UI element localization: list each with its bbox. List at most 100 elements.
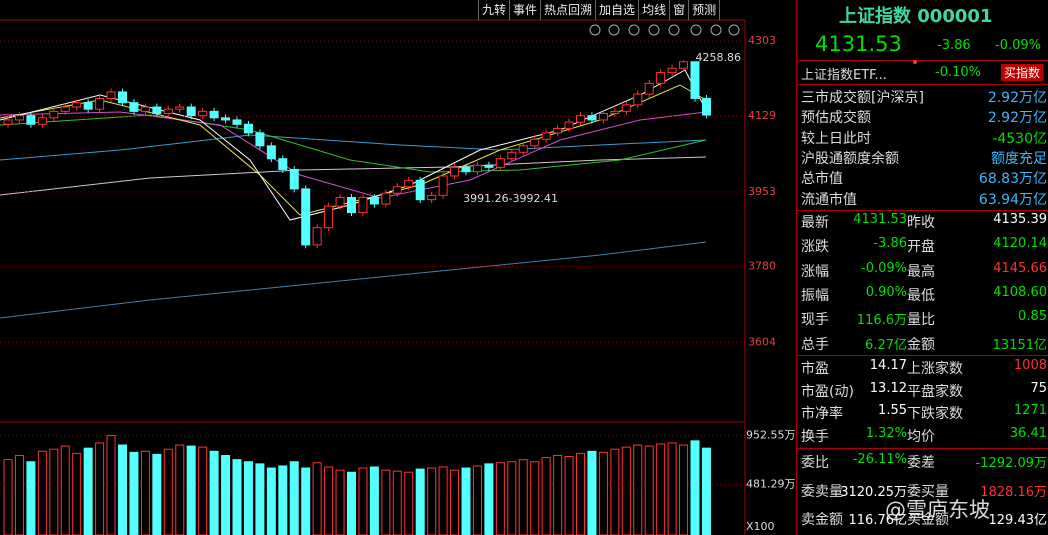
icon[interactable] [690,24,702,36]
volume-bar [312,462,322,535]
row-value: 3120.25万 [840,484,907,500]
icon[interactable] [648,24,660,36]
candle-body [312,227,322,246]
row-label: 市净率 [801,406,843,422]
candle-body [163,108,173,114]
ma-line [0,114,707,173]
toolbar-button[interactable]: 九转 [478,0,509,20]
candle-body [347,197,356,214]
ma-line [0,241,707,319]
candle-body [701,97,711,116]
row-label: 预估成交额 [801,110,871,127]
volume-bar [358,467,368,535]
volume-bar [95,442,105,535]
quote-change: -3.86 [937,38,971,53]
row-label: 振幅 [801,287,829,304]
candle-body [243,123,253,134]
quote-price: 4131.53 [815,32,902,56]
volume-bar [404,471,414,535]
volume-bar [553,454,563,535]
volume-bar [472,465,482,535]
volume-bar [392,470,402,535]
volume-bar [209,450,219,535]
y2-unit: X100 [746,520,775,533]
row-value: 1.55 [878,403,907,418]
icon[interactable] [710,24,722,36]
volume-bar [438,466,448,535]
row-value: 116.6万 [856,313,907,329]
sep [797,210,1048,211]
volume-bar [415,468,425,535]
toolbar-button[interactable]: 窗 [669,0,688,20]
candle-body [598,112,608,121]
candle-body [60,106,70,112]
row-value: 116.76亿 [848,513,908,528]
candle-body [289,169,299,190]
candle-body [564,121,574,130]
row-label: 最低 [907,287,935,304]
row-value: -26.11% [852,452,907,467]
row-label: 委差 [907,455,935,471]
icon[interactable] [628,24,640,36]
candle-body [26,115,36,125]
row-value: 75 [1030,380,1047,396]
toolbar-button[interactable]: 预测 [688,0,719,20]
icon[interactable] [728,24,740,36]
toolbar-button[interactable]: 均线 [638,0,669,20]
row-value: 2.92万亿 [987,90,1047,106]
etf-button[interactable]: 买指数 [1001,64,1044,81]
candle-body [633,93,643,106]
volume-bar [301,467,311,535]
row-label: 市盈(动) [801,383,854,400]
toolbar-arrow[interactable] [719,0,736,20]
candle-body [679,61,689,69]
row-value: 1.32% [865,425,907,441]
y-tick-label: 3953 [748,185,776,198]
row-label: 沪股通额度余额 [801,150,899,167]
candle-body [324,205,334,229]
volume-bar [232,459,242,535]
candle-body [209,110,219,119]
row-label: 上涨家数 [907,361,963,377]
volume-bar [576,452,585,535]
sep [797,84,1048,85]
candle-body [129,102,139,112]
candle-body [95,97,105,110]
icon[interactable] [589,24,601,36]
etf-dot [913,60,917,64]
icon[interactable] [668,24,680,36]
toolbar-button[interactable]: 热点回溯 [540,0,595,20]
volume-bar [381,469,391,535]
volume-bar [701,447,711,535]
sep [797,448,1048,449]
row-value: 6.27亿 [865,337,907,353]
row-label: 委卖量 [801,483,843,500]
row-label: 现手 [801,312,829,329]
row-label: 卖金额 [801,512,843,528]
volume-bar [49,448,59,535]
candle-body [518,145,528,153]
row-value: 2.92万亿 [987,110,1047,127]
row-value: 13151亿 [992,337,1047,353]
toolbar-button[interactable]: 事件 [509,0,540,20]
ma-line [0,111,707,199]
icon[interactable] [608,24,620,36]
row-label: 昨收 [907,215,935,231]
row-value: 68.83万亿 [978,171,1047,188]
candle-body [587,115,597,121]
sep [797,355,1048,356]
volume-bar [152,453,162,535]
volume-bar [427,467,437,535]
candle-body [49,110,59,119]
toolbar-button[interactable]: 加自选 [595,0,638,20]
volume-bar [26,461,36,535]
row-label: 较上日此时 [801,130,871,147]
volume-bar [60,445,70,535]
candle-body [83,102,93,110]
annotation: 3991.26-3992.41 [463,192,558,205]
volume-bar [495,462,505,535]
volume-bar [633,444,643,535]
row-value: 0.90% [865,284,907,300]
candle-body [186,106,196,117]
row-value: 13.12 [869,380,907,396]
